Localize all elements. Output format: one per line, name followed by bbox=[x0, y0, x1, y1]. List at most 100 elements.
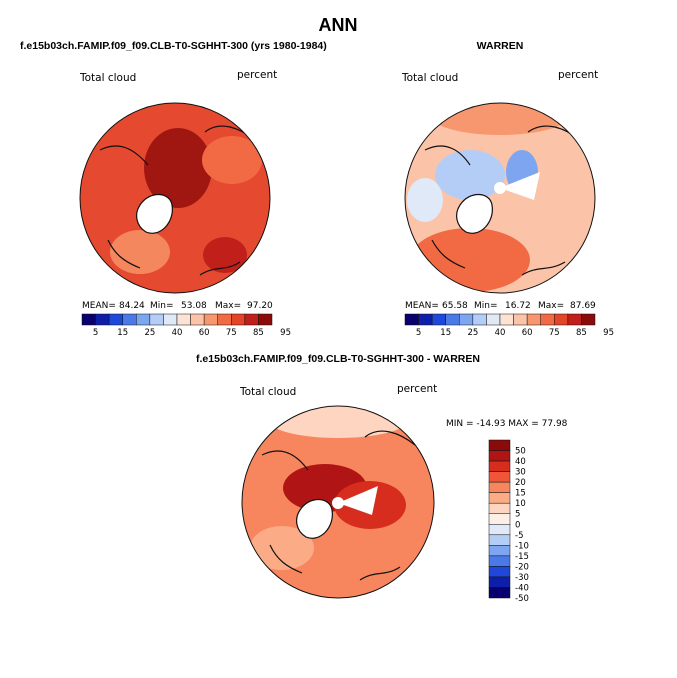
panel-diff-pole-hole bbox=[332, 497, 344, 509]
panel-model-max-value: 97.20 bbox=[247, 301, 273, 311]
colorbar-tick-label: 30 bbox=[515, 468, 526, 478]
colorbar-tick-label: 15 bbox=[117, 328, 128, 338]
colorbar-tick-label: -50 bbox=[515, 594, 529, 604]
colorbar-tick-label: 85 bbox=[576, 328, 587, 338]
colorbar-swatch bbox=[203, 313, 218, 326]
colorbar-swatch bbox=[513, 313, 528, 326]
colorbar-tick-label: -5 bbox=[515, 531, 523, 541]
panel-obs-field-patch-blue bbox=[435, 150, 505, 200]
panel-obs-max-label: Max= bbox=[538, 301, 564, 311]
colorbar-swatch bbox=[258, 313, 273, 326]
panel-obs-mean-value: 65.58 bbox=[442, 301, 468, 311]
colorbar-swatch bbox=[149, 313, 164, 326]
colorbar-swatch bbox=[581, 313, 596, 326]
panel-obs: WARREN Total cloud percent MEAN= 65.58 M… bbox=[401, 40, 614, 338]
panel-diff-field-patch-light bbox=[250, 526, 314, 570]
colorbar-tick-label: 40 bbox=[495, 328, 506, 338]
colorbar-swatch bbox=[163, 313, 178, 326]
figure-title: ANN bbox=[319, 15, 358, 35]
panel-obs-map-border bbox=[404, 102, 596, 294]
colorbar-swatch bbox=[81, 313, 96, 326]
panel-model-stats: MEAN= 84.24 Min= 53.08 Max= 97.20 bbox=[82, 301, 273, 311]
colorbar-tick-label: 60 bbox=[522, 328, 533, 338]
panel-obs-field-patch-top bbox=[430, 103, 570, 135]
panel-model-mean-value: 84.24 bbox=[119, 301, 145, 311]
colorbar-swatch bbox=[567, 313, 582, 326]
colorbar-swatch bbox=[488, 534, 511, 546]
colorbar-swatch bbox=[217, 313, 232, 326]
panel-diff-units-label: percent bbox=[397, 383, 437, 395]
colorbar-tick-label: -20 bbox=[515, 562, 529, 572]
panel-obs-field-patch-left bbox=[407, 178, 443, 222]
colorbar-swatch bbox=[540, 313, 555, 326]
colorbar-swatch bbox=[488, 545, 511, 557]
panel-diff-greenland bbox=[296, 498, 333, 539]
colorbar-swatch bbox=[459, 313, 474, 326]
panel-model-colorbar: 5 15 25 40 60 75 85 95 bbox=[81, 313, 291, 338]
colorbar-swatch bbox=[488, 439, 511, 451]
colorbar-swatch bbox=[486, 313, 501, 326]
colorbar-swatch bbox=[176, 313, 191, 326]
panel-diff-field-label: Total cloud bbox=[239, 386, 296, 398]
panel-obs-coastline-1 bbox=[424, 125, 581, 276]
panel-model-coastline-1 bbox=[99, 125, 256, 276]
panel-obs-colorbar: 5 15 25 40 60 75 85 95 bbox=[404, 313, 614, 338]
panel-diff: f.e15b03ch.FAMIP.f09_f09.CLB-T0-SGHHT-30… bbox=[196, 353, 568, 604]
panel-model-header: f.e15b03ch.FAMIP.f09_f09.CLB-T0-SGHHT-30… bbox=[20, 40, 327, 52]
colorbar-swatch bbox=[488, 481, 511, 493]
panel-obs-min-value: 16.72 bbox=[505, 301, 531, 311]
colorbar-swatch bbox=[472, 313, 487, 326]
panel-model-field-label: Total cloud bbox=[79, 72, 136, 84]
colorbar-tick-label: 0 bbox=[515, 520, 520, 530]
panel-obs-header: WARREN bbox=[477, 40, 524, 52]
colorbar-tick-label: 10 bbox=[515, 499, 526, 509]
colorbar-tick-label: 15 bbox=[440, 328, 451, 338]
colorbar-swatch bbox=[231, 313, 246, 326]
panel-model-min-value: 53.08 bbox=[181, 301, 207, 311]
colorbar-tick-label: 20 bbox=[515, 478, 526, 488]
colorbar-swatch bbox=[488, 460, 511, 472]
panel-obs-stats: MEAN= 65.58 Min= 16.72 Max= 87.69 bbox=[405, 301, 596, 311]
colorbar-tick-label: -30 bbox=[515, 573, 529, 583]
colorbar-tick-label: -15 bbox=[515, 552, 529, 562]
colorbar-swatch bbox=[445, 313, 460, 326]
panel-obs-map bbox=[405, 103, 595, 293]
colorbar-swatch bbox=[95, 313, 110, 326]
colorbar-swatch bbox=[488, 471, 511, 483]
panel-diff-minmax: MIN = -14.93 MAX = 77.98 bbox=[446, 419, 568, 429]
colorbar-swatch bbox=[526, 313, 541, 326]
panel-diff-map-border bbox=[241, 405, 435, 599]
panel-model-field-patch-high bbox=[144, 128, 212, 208]
colorbar-tick-label: 15 bbox=[515, 489, 526, 499]
colorbar-tick-label: 5 bbox=[515, 510, 520, 520]
colorbar-tick-label: -10 bbox=[515, 541, 529, 551]
colorbar-tick-label: -40 bbox=[515, 583, 529, 593]
panel-obs-min-label: Min= bbox=[474, 301, 498, 311]
panel-diff-header: f.e15b03ch.FAMIP.f09_f09.CLB-T0-SGHHT-30… bbox=[196, 353, 480, 365]
colorbar-tick-label: 95 bbox=[280, 328, 291, 338]
colorbar-swatch bbox=[108, 313, 123, 326]
colorbar-tick-label: 25 bbox=[467, 328, 478, 338]
panel-model-greenland bbox=[136, 193, 173, 234]
colorbar-swatch bbox=[488, 555, 511, 567]
colorbar-tick-label: 5 bbox=[416, 328, 421, 338]
colorbar-tick-label: 40 bbox=[515, 457, 526, 467]
panel-diff-coastline-1 bbox=[261, 430, 416, 581]
colorbar-tick-label: 40 bbox=[172, 328, 183, 338]
colorbar-swatch bbox=[418, 313, 433, 326]
colorbar-tick-label: 85 bbox=[253, 328, 264, 338]
panel-obs-units-label: percent bbox=[558, 69, 598, 81]
panel-model-units-label: percent bbox=[237, 69, 277, 81]
panel-obs-max-value: 87.69 bbox=[570, 301, 596, 311]
colorbar-tick-label: 25 bbox=[144, 328, 155, 338]
panel-model-max-label: Max= bbox=[215, 301, 241, 311]
colorbar-tick-label: 75 bbox=[549, 328, 560, 338]
colorbar-tick-label: 50 bbox=[515, 447, 526, 457]
colorbar-swatch bbox=[488, 492, 511, 504]
panel-obs-greenland bbox=[456, 193, 493, 234]
colorbar-swatch bbox=[136, 313, 151, 326]
colorbar-swatch bbox=[488, 576, 511, 588]
colorbar-tick-label: 95 bbox=[603, 328, 614, 338]
